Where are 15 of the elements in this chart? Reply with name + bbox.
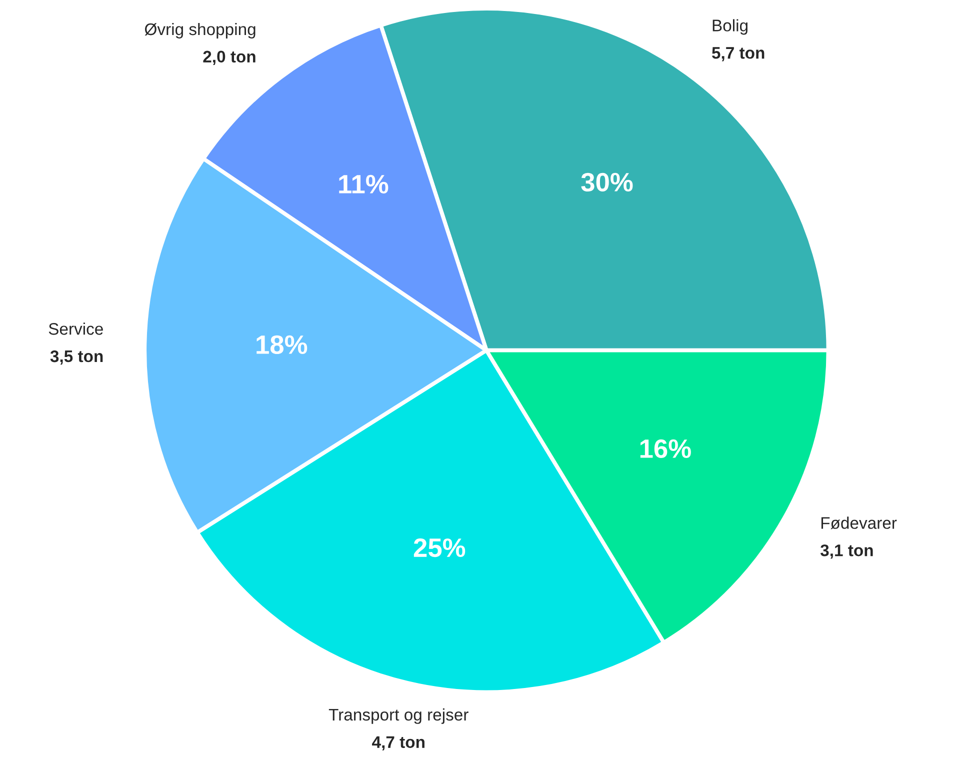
data-label: 2,0 ton [203,50,256,65]
text: 25% [414,538,466,558]
slice-label: Bolig [712,19,748,35]
slice-label: Transport og rejser [328,708,468,724]
text: 16% [640,439,691,458]
data-label: 3,1 ton [820,544,873,559]
slice-label: Service [48,322,103,335]
text: 11% [339,174,388,194]
text: 18% [256,335,308,354]
data-label: 4,7 ton [372,736,424,750]
data-label: 3,5 ton [50,350,103,365]
text: 30% [581,172,633,192]
slice-label: Øvrig shopping [144,22,256,38]
slice-label: Fødevarer [821,516,897,530]
data-label: 5,7 ton [712,47,764,62]
